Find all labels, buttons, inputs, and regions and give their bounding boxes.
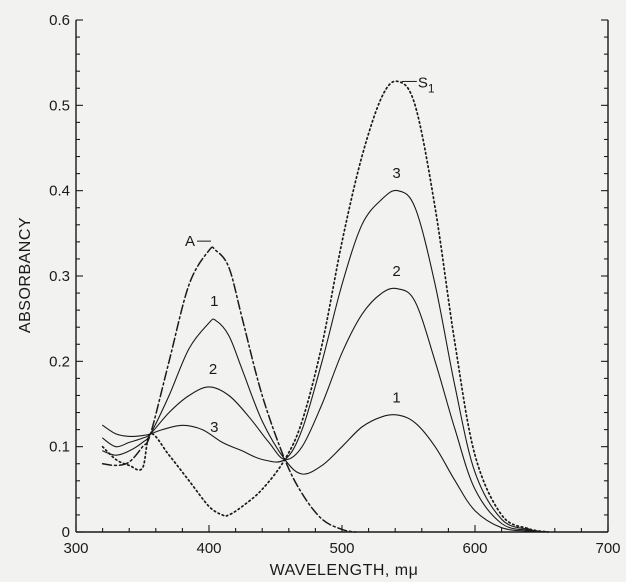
y-tick-label: 0	[62, 524, 70, 541]
x-tick-label: 700	[595, 540, 620, 557]
series-1-line	[102, 318, 549, 533]
y-tick-label: 0.5	[49, 97, 70, 114]
y-axis-title: ABSORBANCY	[17, 217, 34, 333]
curve-label-3: 3	[210, 419, 218, 436]
curve-label-1: 1	[210, 293, 218, 310]
y-tick-label: 0.1	[49, 439, 70, 456]
y-tick-label: 0.2	[49, 353, 70, 370]
series-a-line	[101, 246, 357, 533]
curve-label-3: 3	[392, 165, 400, 182]
x-tick-label: 400	[196, 540, 221, 557]
series-2-line	[102, 287, 549, 533]
curve-label-2: 2	[392, 263, 400, 280]
x-tick-label: 600	[462, 540, 487, 557]
series-layer	[101, 80, 549, 533]
series-3-line	[102, 189, 549, 533]
curve-label-s1: S1	[418, 74, 435, 95]
y-tick-label: 0.4	[49, 183, 70, 200]
y-tick-label: 0.6	[49, 12, 70, 29]
curve-label-s1-subscript: 1	[428, 81, 435, 95]
axes: 300 400 500 600 700 0 0.1 0.2 0.3 0.4 0.5 0.6	[49, 12, 620, 557]
x-tick-label: 300	[63, 540, 88, 557]
x-axis-title: WAVELENGTH, mμ	[270, 562, 419, 579]
series-s1-line	[101, 80, 549, 533]
y-tick-label: 0.3	[49, 268, 70, 285]
curve-label-a: A	[185, 233, 195, 250]
curve-label-1: 1	[392, 389, 400, 406]
x-tick-label: 500	[329, 540, 354, 557]
curve-label-2: 2	[209, 361, 217, 378]
